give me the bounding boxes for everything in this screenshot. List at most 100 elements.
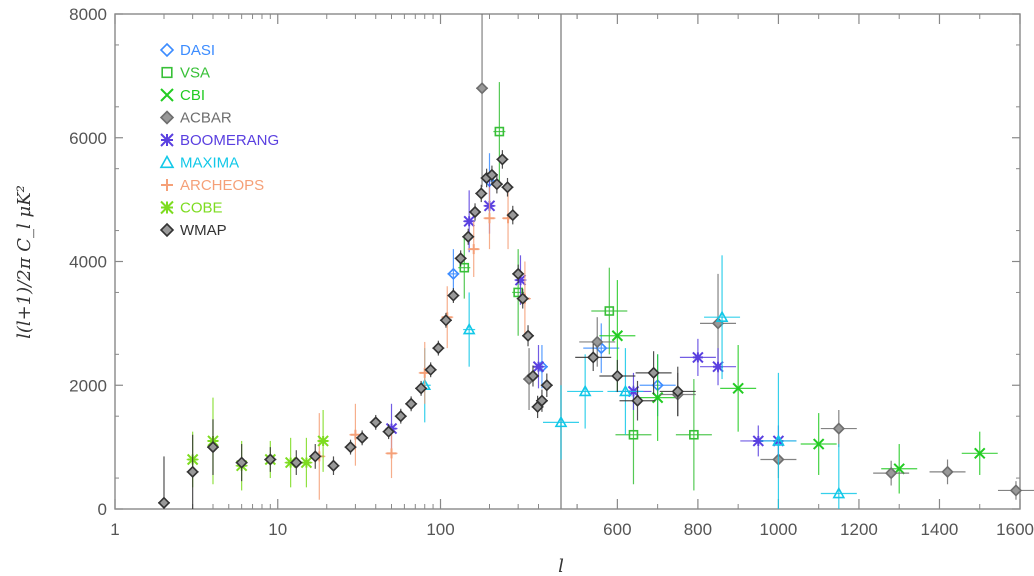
data-point [300, 456, 313, 469]
data-point [290, 456, 303, 469]
data-point [157, 496, 171, 509]
data-point [604, 306, 615, 316]
plot-border [114, 13, 1021, 510]
data-point [812, 438, 825, 450]
data-point [344, 440, 357, 454]
data-point [459, 262, 470, 273]
x-axis-label: l [558, 556, 564, 576]
data-point [317, 435, 329, 447]
legend-label: MAXIMA [180, 155, 239, 172]
data-point [540, 379, 553, 392]
legend-label: DASI [180, 42, 215, 59]
y-tick-label: 0 [98, 500, 107, 519]
data-point [439, 314, 453, 327]
data-point [475, 82, 489, 95]
data-point [485, 168, 499, 182]
legend-label: COBE [180, 200, 223, 217]
data-point [532, 360, 545, 373]
legend-marker [161, 179, 173, 191]
data-point [490, 178, 504, 191]
legend-label: ACBAR [180, 110, 232, 127]
data-point [514, 274, 527, 286]
data-marks [157, 14, 1034, 509]
data-point [501, 181, 514, 194]
legend-item-vsa: VSA [161, 65, 210, 82]
y-axis-label: l(l+1)/2π C_l μK² [14, 185, 35, 339]
data-point [715, 310, 729, 322]
y-axis-ticks: 0 2000 4000 6000 8000 [69, 5, 1020, 519]
data-point [535, 394, 549, 407]
data-point [432, 341, 445, 355]
data-point [521, 329, 535, 342]
data-point [463, 215, 475, 227]
data-point [186, 465, 199, 479]
legend-item-wmap: WMAP [159, 222, 227, 239]
data-point [394, 410, 407, 423]
data-point [235, 456, 248, 469]
data-point [494, 126, 505, 137]
legend-marker [159, 42, 175, 58]
data-point [475, 187, 488, 200]
series-wmap [157, 150, 696, 509]
legend-item-boomerang: BOOMERANG [160, 132, 279, 149]
data-point [512, 267, 525, 281]
x-axis-ticks: 1 10 100 600 800 1000 1200 1400 1600 [110, 14, 1034, 539]
data-point [264, 453, 277, 466]
data-point [885, 466, 898, 480]
data-point [712, 360, 724, 373]
data-point [496, 153, 509, 166]
data-point [628, 429, 639, 440]
data-point [506, 208, 519, 222]
series-vsa [458, 82, 712, 491]
data-point [587, 351, 600, 364]
legend-marker [160, 200, 174, 215]
legend-marker [160, 133, 174, 147]
legend-marker [159, 222, 175, 238]
plot-frame [114, 13, 1021, 510]
data-point [206, 440, 220, 454]
data-point [309, 450, 322, 463]
data-point [692, 351, 704, 364]
data-point [447, 267, 460, 281]
data-point [732, 382, 744, 395]
y-tick-label: 6000 [69, 129, 107, 148]
x-tick-label: 10 [268, 520, 287, 539]
legend-label: ARCHEOPS [180, 177, 264, 194]
legend-label: CBI [180, 87, 205, 104]
data-point [752, 435, 764, 447]
legend-label: VSA [180, 65, 210, 82]
legend-item-archeops: ARCHEOPS [161, 177, 264, 194]
legend-marker [159, 154, 175, 169]
data-point [462, 230, 475, 243]
data-point [405, 397, 418, 410]
legend-item-cobe: COBE [160, 200, 223, 217]
x-tick-label: 1200 [840, 520, 878, 539]
series-cobe [186, 397, 330, 491]
y-tick-label: 8000 [69, 5, 107, 24]
data-point [611, 330, 624, 342]
data-point [1009, 484, 1023, 497]
legend-item-cbi: CBI [160, 87, 205, 104]
legend-marker [159, 110, 175, 125]
data-point [671, 385, 684, 398]
x-tick-label: 1000 [760, 520, 798, 539]
data-point [554, 415, 568, 428]
data-point [832, 422, 845, 435]
legend-item-dasi: DASI [159, 42, 215, 59]
data-point [382, 425, 395, 438]
data-point [386, 448, 397, 459]
data-point [772, 434, 785, 446]
legend-marker [160, 88, 174, 102]
series-cbi [599, 280, 998, 494]
x-tick-label: 1600 [996, 520, 1034, 539]
data-point [591, 335, 604, 349]
data-point [578, 384, 592, 397]
data-point [689, 429, 699, 440]
data-point [647, 366, 660, 380]
x-tick-label: 1400 [921, 520, 959, 539]
data-point [447, 289, 460, 302]
series-archeops [313, 187, 531, 500]
legend-label: BOOMERANG [180, 132, 279, 149]
data-point [350, 429, 361, 440]
